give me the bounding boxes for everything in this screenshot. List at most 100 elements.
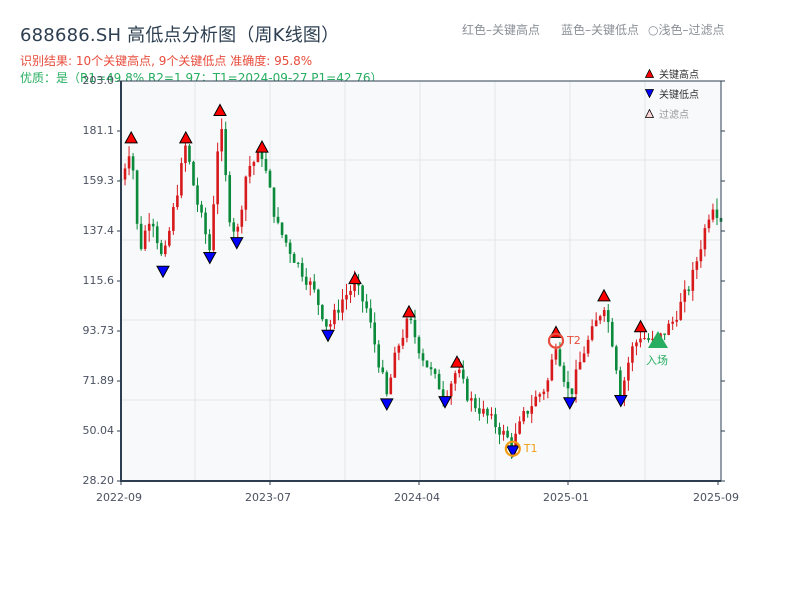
candle-body bbox=[151, 223, 155, 227]
candle-body bbox=[172, 207, 175, 231]
candle-body bbox=[502, 430, 505, 435]
candle-body bbox=[220, 129, 223, 152]
y-tick-label: 159.3 bbox=[82, 174, 115, 187]
candle-body bbox=[123, 168, 127, 180]
candle-body bbox=[627, 362, 630, 381]
candle-body bbox=[312, 281, 316, 290]
candle-body bbox=[429, 367, 433, 370]
candle-body bbox=[405, 318, 409, 338]
key-low-marker bbox=[613, 395, 628, 408]
candle-body bbox=[393, 352, 397, 378]
y-tick-label: 71.89 bbox=[82, 374, 115, 387]
candle-body bbox=[538, 394, 542, 397]
candle-body bbox=[397, 345, 401, 353]
x-tick-label: 2023-07 bbox=[245, 491, 291, 504]
candle-body bbox=[252, 162, 256, 166]
y-tick-label: 181.1 bbox=[82, 124, 115, 137]
legend-item-filtered[interactable]: 过滤点 bbox=[645, 106, 689, 121]
candle-body bbox=[606, 310, 610, 322]
candle-body bbox=[369, 308, 372, 323]
result-summary: 识别结果: 10个关键高点, 9个关键低点 准确度: 95.8% bbox=[20, 54, 313, 68]
candle-body bbox=[683, 289, 687, 302]
key-low-marker bbox=[379, 398, 394, 411]
candle-body bbox=[280, 222, 284, 235]
candle-body bbox=[542, 391, 546, 395]
candle-body bbox=[421, 353, 425, 361]
candle-body bbox=[288, 242, 292, 254]
candle-body bbox=[615, 346, 618, 371]
candle-body bbox=[425, 360, 429, 368]
candle-body bbox=[212, 204, 215, 251]
candle-body bbox=[526, 411, 530, 414]
candle-body bbox=[337, 309, 340, 313]
candle-body bbox=[449, 383, 453, 397]
candle-body bbox=[707, 219, 711, 229]
key-high-marker bbox=[255, 140, 269, 153]
candle-body bbox=[224, 129, 227, 176]
candle-body bbox=[204, 212, 207, 235]
candle-body bbox=[695, 261, 699, 270]
key-low-marker bbox=[505, 445, 520, 458]
candle-body bbox=[349, 290, 352, 295]
candle-body bbox=[534, 396, 538, 407]
candle-body bbox=[586, 339, 590, 354]
candle-body bbox=[474, 398, 477, 409]
legend-text-blue: 蓝色–关键低点 bbox=[561, 23, 640, 37]
candle-body bbox=[490, 414, 493, 416]
candle-body bbox=[433, 369, 437, 374]
key-low-marker bbox=[229, 237, 244, 250]
legend-text-red: 红色–关键高点 bbox=[462, 23, 541, 37]
entry-triangle-marker bbox=[648, 331, 668, 349]
candle-body bbox=[598, 316, 602, 321]
legend-item-low[interactable]: 关键低点 bbox=[645, 86, 699, 101]
key-low-marker bbox=[321, 329, 335, 343]
candle-body bbox=[264, 159, 268, 171]
candle-body bbox=[139, 223, 143, 249]
key-high-marker bbox=[348, 271, 362, 285]
key-high-marker bbox=[450, 355, 464, 368]
red-triangle-up-icon bbox=[645, 69, 654, 78]
candle-body bbox=[437, 373, 441, 390]
candle-body bbox=[498, 427, 501, 435]
legend-filtered-label: 过滤点 bbox=[659, 110, 689, 121]
y-tick-label: 93.73 bbox=[82, 324, 115, 337]
candle-body bbox=[441, 389, 445, 397]
candle-body bbox=[663, 333, 666, 335]
candle-body bbox=[478, 408, 481, 414]
candle-body bbox=[457, 369, 461, 374]
candle-body bbox=[329, 324, 332, 327]
candle-body bbox=[514, 433, 517, 449]
candle-body bbox=[558, 349, 562, 366]
candle-body bbox=[147, 223, 151, 231]
candle-body bbox=[228, 175, 232, 223]
entry-label: 入场 bbox=[646, 354, 668, 367]
x-tick-label: 2024-04 bbox=[394, 491, 440, 504]
key-high-marker bbox=[213, 103, 227, 116]
candle-body bbox=[711, 209, 715, 220]
candle-body bbox=[168, 230, 171, 246]
candle-body bbox=[715, 209, 719, 218]
candle-body bbox=[244, 176, 248, 210]
candle-body bbox=[518, 421, 521, 434]
candle-body bbox=[365, 301, 368, 309]
candle-body bbox=[248, 165, 252, 177]
candle-body bbox=[389, 377, 393, 395]
candle-body bbox=[268, 170, 272, 188]
candle-body bbox=[703, 228, 707, 250]
key-low-marker bbox=[562, 397, 577, 410]
candle-body bbox=[453, 373, 457, 384]
candle-body bbox=[594, 320, 598, 327]
candle-body bbox=[155, 226, 159, 244]
y-tick-label: 137.4 bbox=[82, 224, 115, 237]
candle-body bbox=[550, 359, 554, 381]
key-high-marker bbox=[402, 304, 416, 318]
hollow-triangle-icon bbox=[645, 109, 654, 118]
candle-body bbox=[143, 230, 147, 249]
t2-circle-marker bbox=[547, 332, 565, 349]
candle-body bbox=[610, 321, 614, 347]
y-tick-label: 50.04 bbox=[82, 424, 115, 437]
candle-body bbox=[341, 299, 344, 313]
legend-item-high[interactable]: 关键高点 bbox=[645, 66, 699, 81]
candle-body bbox=[562, 365, 566, 382]
